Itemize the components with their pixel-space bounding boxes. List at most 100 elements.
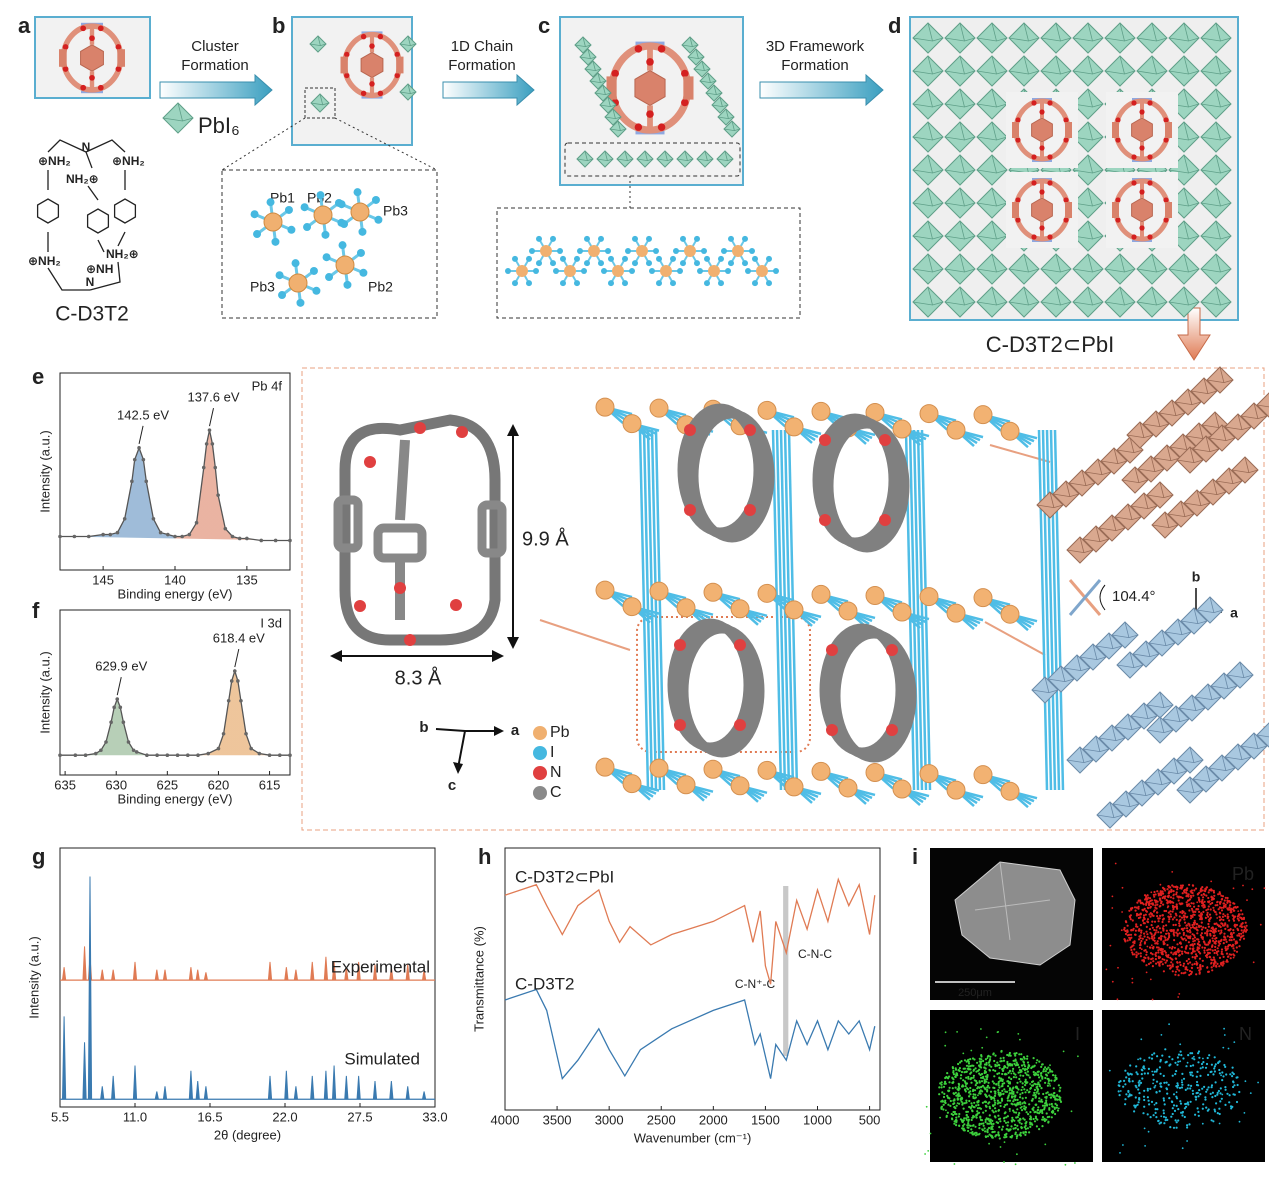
octahedron — [1047, 665, 1075, 693]
panel-letter: c — [538, 13, 550, 38]
map-dot — [969, 1106, 973, 1109]
map-dot — [956, 1093, 960, 1096]
map-dot — [1217, 893, 1220, 896]
octahedron — [944, 286, 976, 318]
map-dot — [1004, 1103, 1007, 1107]
data-point — [134, 750, 139, 754]
iodine — [278, 291, 287, 300]
octahedron-edge — [1055, 55, 1061, 75]
map-dot — [1145, 951, 1148, 954]
lead-atom — [973, 405, 993, 425]
map-dot — [1021, 1105, 1023, 1108]
map-dot — [999, 1079, 1002, 1082]
octahedron — [1116, 651, 1144, 679]
map-dot — [1217, 940, 1220, 943]
map-dot — [1174, 923, 1177, 927]
map-dot — [1168, 946, 1171, 949]
octahedron — [912, 286, 944, 318]
map-dot — [1172, 923, 1175, 927]
octahedron-edge — [991, 154, 997, 174]
map-dot — [1013, 1062, 1016, 1065]
map-dot — [1204, 932, 1207, 935]
map-dot — [1238, 913, 1241, 916]
map-dot — [960, 1060, 963, 1063]
map-dot — [1052, 1087, 1055, 1090]
octahedron-edge — [927, 154, 933, 174]
map-dot — [1164, 936, 1167, 939]
data-point — [137, 446, 141, 450]
map-dot — [988, 1069, 992, 1072]
map-dot — [1128, 1077, 1131, 1080]
iodine — [275, 271, 284, 280]
octahedron — [399, 83, 417, 101]
map-dot — [985, 1061, 988, 1065]
map-dot — [1226, 947, 1229, 950]
map-dot — [988, 1064, 991, 1067]
map-dot — [1187, 1103, 1190, 1106]
map-dot — [1196, 901, 1199, 904]
iodine — [287, 225, 296, 234]
octahedron-edge — [1143, 702, 1149, 719]
map-dot — [1217, 908, 1220, 911]
map-dot — [1175, 952, 1178, 956]
iodine — [359, 268, 368, 277]
map-dot — [1163, 942, 1166, 945]
map-dot — [971, 1133, 974, 1136]
map-dot — [1192, 894, 1195, 897]
map-dot — [1221, 1071, 1224, 1074]
map-dot — [1020, 1127, 1023, 1130]
map-dot — [1171, 1074, 1174, 1077]
octahedron — [1151, 511, 1179, 539]
map-dot — [1137, 952, 1140, 955]
map-dot — [958, 1112, 961, 1116]
cage-nitrogen — [1163, 217, 1169, 223]
map-dot — [1019, 1103, 1022, 1106]
data-point — [237, 536, 242, 541]
iodine — [752, 255, 758, 262]
map-dot — [1167, 892, 1170, 895]
octahedron — [1098, 514, 1126, 542]
map-dot — [1200, 894, 1203, 897]
octahedron-edge — [1215, 55, 1221, 75]
octahedron — [1111, 621, 1139, 649]
map-dot — [1229, 909, 1233, 912]
data-point — [158, 530, 163, 535]
map-dot — [1228, 1094, 1231, 1097]
map-dot — [1046, 1084, 1049, 1087]
iodine — [721, 248, 727, 254]
map-dot — [1156, 1068, 1159, 1071]
map-dot — [1212, 962, 1216, 966]
map-dot — [986, 1090, 989, 1093]
octahedron-edge — [644, 150, 648, 161]
map-dot — [1232, 887, 1235, 890]
cage-nitrogen — [344, 72, 350, 79]
octahedron — [1137, 455, 1165, 483]
map-dot — [1229, 901, 1232, 904]
map-dot — [1174, 1061, 1177, 1064]
cage-nitrogen — [62, 44, 69, 50]
map-dot — [1193, 905, 1196, 908]
nitrogen-atom — [826, 644, 838, 656]
legend-label: Pb — [550, 724, 570, 741]
map-dot — [1139, 937, 1142, 940]
lead-atom — [865, 763, 885, 782]
molecule-name: C-D3T2 — [55, 303, 129, 326]
octahedron-edge — [1215, 121, 1221, 141]
octahedron-edge — [317, 35, 321, 46]
data-point — [126, 740, 131, 744]
map-dot — [1222, 1075, 1225, 1078]
series-line — [60, 668, 290, 756]
chain-model — [505, 235, 779, 287]
map-dot — [1147, 962, 1151, 966]
octahedron-edge — [597, 72, 601, 83]
map-dot — [1229, 933, 1233, 936]
map-dot — [1185, 951, 1188, 954]
octahedron — [912, 55, 944, 87]
octahedron-edge — [927, 88, 933, 108]
map-dot — [1006, 1053, 1009, 1057]
data-point — [93, 751, 98, 756]
map-dot — [997, 1109, 1000, 1112]
map-dot — [1170, 930, 1173, 933]
peak — [111, 1075, 116, 1100]
map-dot — [1203, 1085, 1206, 1088]
